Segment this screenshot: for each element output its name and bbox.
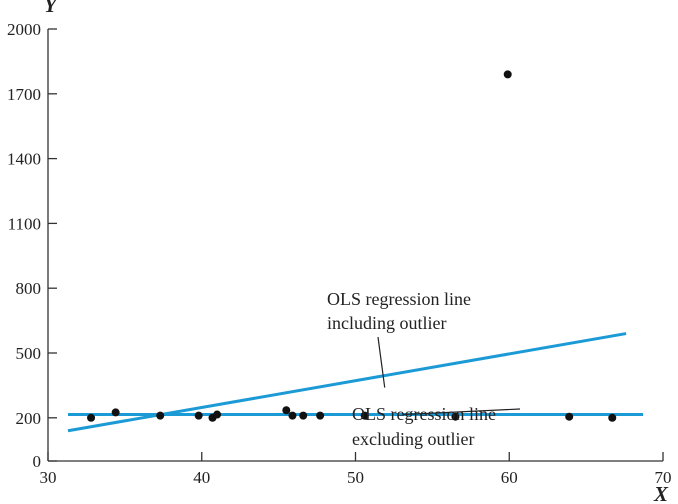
x-tick-label: 30 [40,468,57,487]
y-tick-label: 500 [16,344,42,363]
annotation-leader-line [403,408,521,416]
data-point [299,411,308,420]
y-axis-title: Y [44,0,59,17]
annotation-label: OLS regression line including outlier [327,289,471,333]
data-point [565,412,574,421]
data-points [87,70,617,422]
axes [47,29,663,462]
data-point [451,412,460,421]
y-tick-label: 2000 [7,20,41,39]
data-point [316,411,325,420]
data-point [194,411,203,420]
data-point [608,413,617,422]
y-tick-label: 1100 [8,214,41,233]
y-tick-label: 200 [16,409,42,428]
data-point [156,411,165,420]
data-point [503,70,512,79]
annotation-leader-line [377,336,386,388]
x-tick-label: 70 [655,468,672,487]
data-point [111,408,120,417]
data-point [360,411,369,420]
y-tick-label: 0 [33,452,42,471]
data-point [213,410,222,419]
y-tick-label: 1400 [7,150,41,169]
x-tick-label: 40 [193,468,210,487]
regression-line: OLS regression line including outlier [67,332,627,433]
data-point [288,411,297,420]
x-tick-label: 60 [501,468,518,487]
x-tick-label: 50 [347,468,364,487]
data-point [282,406,291,415]
x-axis-title: X [653,482,669,504]
ticks: 0 200 500 800 1100 1400 1700 2000 30 40 50 60 70 [7,20,672,487]
y-tick-label: 800 [16,279,42,298]
data-point [87,413,96,422]
y-tick-label: 1700 [7,85,41,104]
annotations: OLS regression line including outlierOLS … [327,289,521,449]
